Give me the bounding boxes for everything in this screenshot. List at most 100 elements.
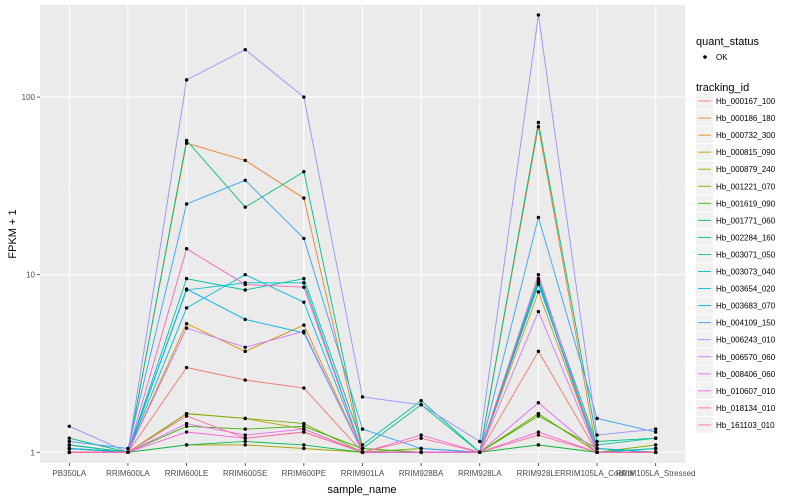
data-point-hb-003071-050-rrim600se bbox=[243, 288, 247, 292]
data-point-hb-004109-150-rrim600pe bbox=[302, 236, 306, 241]
data-point-hb-161103-010-rrim105la-control bbox=[595, 450, 599, 454]
data-point-hb-004109-150-rrim600la bbox=[126, 446, 130, 451]
legend-label-hb-000732-300: Hb_000732_300 bbox=[716, 131, 776, 140]
data-point-hb-004109-150-rrim928ba bbox=[419, 446, 423, 451]
data-point-hb-003073-040-rrim600pe bbox=[302, 281, 306, 285]
data-point-hb-001221-070-rrim600se bbox=[243, 416, 247, 421]
data-point-hb-003071-050-rrim901la bbox=[360, 443, 365, 447]
legend-label-hb-000815-090: Hb_000815_090 bbox=[716, 148, 776, 157]
data-point-hb-006243-010-rrim105la-control bbox=[595, 433, 599, 437]
data-point-hb-000186-180-rrim600pe bbox=[302, 196, 306, 200]
data-point-hb-001771-060-rrim928le bbox=[536, 443, 541, 447]
data-point-hb-000186-180-rrim600se bbox=[243, 158, 247, 163]
data-point-hb-002284-160-rrim901la bbox=[360, 446, 365, 451]
data-point-hb-000167-100-rrim928le bbox=[536, 349, 541, 354]
data-point-hb-006243-010-rrim901la bbox=[360, 395, 365, 399]
data-point-hb-006243-010-pb350la bbox=[67, 424, 72, 429]
data-point-hb-003071-050-rrim105la-control bbox=[595, 443, 599, 447]
x-tick-label-rrim600se: RRIM600SE bbox=[223, 469, 267, 478]
data-point-hb-003683-070-pb350la bbox=[67, 446, 72, 451]
data-point-hb-161103-010-rrim928la bbox=[478, 450, 482, 454]
y-axis: 1 10 100 bbox=[22, 93, 40, 457]
legend-label-hb-010607-010: Hb_010607_010 bbox=[716, 387, 776, 396]
data-point-hb-002284-160-rrim600le bbox=[184, 138, 189, 143]
legend-label-hb-006570-060: Hb_006570_060 bbox=[716, 353, 776, 362]
data-point-hb-018134-010-rrim928ba bbox=[419, 450, 423, 454]
data-point-hb-003071-050-rrim928le bbox=[536, 276, 541, 281]
legend-label-hb-003073-040: Hb_003073_040 bbox=[716, 268, 776, 277]
data-point-hb-006570-060-rrim600se bbox=[243, 345, 247, 349]
legend-label-hb-002284-160: Hb_002284_160 bbox=[716, 233, 776, 242]
data-point-hb-003683-070-rrim105la-control bbox=[595, 446, 599, 451]
data-point-hb-002284-160-rrim600pe bbox=[302, 170, 306, 174]
legend-title-quant-status: quant_status bbox=[696, 36, 759, 48]
data-point-hb-003654-020-rrim600se bbox=[243, 272, 247, 277]
data-point-hb-006243-010-rrim600le bbox=[184, 78, 189, 82]
x-tick-label-rrim600le: RRIM600LE bbox=[165, 469, 209, 478]
data-point-hb-006243-010-rrim105la-stressed bbox=[653, 427, 658, 431]
data-point-hb-004109-150-rrim928le bbox=[536, 215, 541, 220]
x-axis-title: sample_name bbox=[327, 484, 396, 496]
data-point-hb-000879-240-rrim600pe bbox=[302, 446, 306, 451]
data-point-hb-003654-020-rrim600pe bbox=[302, 300, 306, 304]
legend-label-hb-001771-060: Hb_001771_060 bbox=[716, 216, 776, 225]
legend-title-tracking-id: tracking_id bbox=[696, 82, 749, 94]
data-point-hb-006243-010-rrim928ba bbox=[419, 403, 423, 407]
data-point-hb-000879-240-rrim600se bbox=[243, 443, 247, 447]
legend-label-hb-003654-020: Hb_003654_020 bbox=[716, 285, 776, 294]
data-point-hb-003071-050-rrim105la-stressed bbox=[653, 436, 658, 440]
data-point-hb-161103-010-rrim928le bbox=[536, 433, 541, 437]
data-point-hb-010607-010-rrim928le bbox=[536, 430, 541, 434]
data-point-hb-018134-010-rrim928le bbox=[536, 272, 541, 277]
legend-items: Hb_000167_100 Hb_000186_180 Hb_000732_300 H… bbox=[696, 93, 776, 433]
data-point-hb-004109-150-rrim901la bbox=[360, 427, 365, 431]
x-tick-label-pb350la: PB350LA bbox=[52, 469, 86, 478]
data-point-hb-003071-050-rrim600pe bbox=[302, 276, 306, 281]
data-point-hb-001221-070-rrim600le bbox=[184, 411, 189, 416]
data-point-hb-161103-010-rrim600la bbox=[126, 450, 130, 454]
legend-label-hb-004109-150: Hb_004109_150 bbox=[716, 319, 776, 328]
data-point-hb-004109-150-rrim600se bbox=[243, 178, 247, 182]
data-point-hb-008406-060-rrim928le bbox=[536, 401, 541, 405]
legend-label-hb-018134-010: Hb_018134_010 bbox=[716, 404, 776, 413]
data-point-hb-006243-010-rrim600pe bbox=[302, 95, 306, 99]
data-point-hb-006243-010-rrim600se bbox=[243, 47, 247, 52]
y-tick-label-100: 100 bbox=[22, 93, 36, 102]
data-point-hb-003071-050-rrim928ba bbox=[419, 399, 423, 403]
x-tick-label-rrim105la-control: RRIM105LA_Control bbox=[560, 469, 634, 478]
x-tick-label-rrim105la-stressed: RRIM105LA_Stressed bbox=[616, 469, 696, 478]
legend-label-hb-006243-010: Hb_006243_010 bbox=[716, 336, 776, 345]
data-point-hb-006570-060-rrim600pe bbox=[302, 329, 306, 333]
data-point-hb-161103-010-rrim600pe bbox=[302, 430, 306, 434]
data-point-hb-006243-010-rrim928le bbox=[536, 13, 541, 17]
data-point-hb-000186-180-rrim600le bbox=[184, 141, 189, 145]
legend-label-hb-001221-070: Hb_001221_070 bbox=[716, 182, 776, 191]
data-point-hb-010607-010-rrim928ba bbox=[419, 433, 423, 437]
data-point-hb-002284-160-pb350la bbox=[67, 436, 72, 440]
data-point-hb-006243-010-rrim928la bbox=[478, 439, 482, 444]
data-point-hb-006570-060-rrim928le bbox=[536, 309, 541, 314]
data-point-hb-000732-300-rrim600le bbox=[184, 321, 189, 326]
data-point-hb-000167-100-rrim600pe bbox=[302, 386, 306, 390]
data-point-hb-001771-060-rrim600se bbox=[243, 439, 247, 444]
data-point-hb-003654-020-rrim600le bbox=[184, 306, 189, 310]
data-point-hb-002284-160-rrim600se bbox=[243, 205, 247, 209]
data-point-hb-002284-160-rrim105la-control bbox=[595, 439, 599, 444]
data-point-hb-161103-010-rrim600se bbox=[243, 436, 247, 440]
data-point-hb-010607-010-rrim600le bbox=[184, 430, 189, 434]
data-point-hb-003683-070-rrim600le bbox=[184, 287, 189, 291]
legend-label-hb-161103-010: Hb_161103_010 bbox=[716, 421, 775, 430]
data-point-hb-000167-100-rrim600le bbox=[184, 365, 189, 370]
x-tick-label-rrim901la: RRIM901LA bbox=[341, 469, 385, 478]
data-point-hb-001771-060-rrim600pe bbox=[302, 443, 306, 447]
data-point-hb-161103-010-rrim105la-stressed bbox=[653, 450, 658, 454]
y-axis-title: FPKM + 1 bbox=[7, 209, 19, 258]
x-tick-label-rrim600la: RRIM600LA bbox=[106, 469, 150, 478]
data-point-hb-001221-070-rrim105la-stressed bbox=[653, 443, 658, 447]
data-point-hb-018134-010-rrim600se bbox=[243, 282, 247, 287]
data-point-hb-018134-010-rrim600le bbox=[184, 247, 189, 251]
data-point-hb-000732-300-rrim600se bbox=[243, 349, 247, 354]
data-point-hb-001771-060-rrim600le bbox=[184, 443, 189, 447]
legend-label-hb-003683-070: Hb_003683_070 bbox=[716, 302, 776, 311]
